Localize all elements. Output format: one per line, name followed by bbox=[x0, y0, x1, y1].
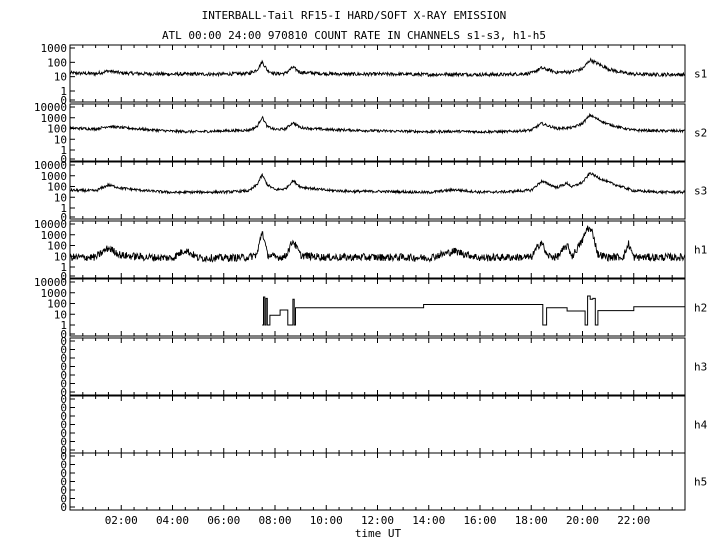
y-tick-label-s3: 1 bbox=[60, 202, 67, 215]
y-tick-label-s3: 100 bbox=[47, 181, 67, 194]
y-tick-label-h4: 0 bbox=[60, 419, 67, 432]
y-tick-label-s2: 1000 bbox=[41, 112, 68, 125]
y-tick-label-h2: 100 bbox=[47, 298, 67, 311]
x-tick-label: 16:00 bbox=[463, 514, 496, 527]
y-tick-label-s3: 10000 bbox=[34, 159, 67, 172]
y-tick-label-h1: 1000 bbox=[41, 229, 68, 242]
y-tick-label-s1: 10 bbox=[54, 71, 67, 84]
y-tick-label-h1: 0 bbox=[60, 270, 67, 283]
y-tick-label-h3: 0 bbox=[60, 369, 67, 382]
chart-subtitle: ATL 00:00 24:00 970810 COUNT RATE IN CHA… bbox=[162, 29, 546, 42]
series-line-s3 bbox=[69, 172, 686, 196]
x-tick-label: 20:00 bbox=[566, 514, 599, 527]
y-tick-label-h5: 0 bbox=[60, 493, 67, 506]
y-tick-label-h5: 0 bbox=[60, 459, 67, 472]
panel-label-s1: s1 bbox=[694, 68, 707, 81]
y-tick-label-h3: 0 bbox=[60, 335, 67, 348]
y-tick-label-h2: 10 bbox=[54, 308, 67, 321]
x-tick-label: 18:00 bbox=[515, 514, 548, 527]
y-tick-label-h3: 0 bbox=[60, 378, 67, 391]
panel-label-h2: h2 bbox=[694, 302, 707, 315]
y-tick-label-h1: 10000 bbox=[34, 218, 67, 231]
panel-frame-h3 bbox=[69, 337, 686, 396]
y-tick-label-s2: 0 bbox=[60, 153, 67, 166]
y-tick-label-s2: 10000 bbox=[34, 101, 67, 114]
y-tick-label-s2: 1 bbox=[60, 144, 67, 157]
panel-frame-h1 bbox=[69, 220, 686, 279]
panel-label-h1: h1 bbox=[694, 244, 707, 257]
y-tick-label-h4: 0 bbox=[60, 410, 67, 423]
y-tick-label-h2: 0 bbox=[60, 328, 67, 341]
panel-label-s3: s3 bbox=[694, 185, 707, 198]
series-line-s1 bbox=[69, 57, 686, 78]
y-tick-label-s2: 10 bbox=[54, 133, 67, 146]
panel-label-h3: h3 bbox=[694, 361, 707, 374]
x-tick-label: 06:00 bbox=[207, 514, 240, 527]
x-tick-label: 12:00 bbox=[361, 514, 394, 527]
x-tick-label: 14:00 bbox=[412, 514, 445, 527]
y-tick-label-h2: 10000 bbox=[34, 276, 67, 289]
y-tick-label-h1: 100 bbox=[47, 240, 67, 253]
y-tick-label-h1: 1 bbox=[60, 261, 67, 274]
series-line-h2 bbox=[262, 295, 685, 326]
y-tick-label-h4: 0 bbox=[60, 427, 67, 440]
y-tick-label-h1: 10 bbox=[54, 250, 67, 263]
panels-group: s110001001010s21000010001001010s31000010… bbox=[34, 42, 708, 514]
y-tick-label-h5: 0 bbox=[60, 450, 67, 463]
y-tick-label-s1: 100 bbox=[47, 56, 67, 69]
y-tick-label-h5: 0 bbox=[60, 467, 67, 480]
y-tick-label-s3: 0 bbox=[60, 211, 67, 224]
chart-title: INTERBALL-Tail RF15-I HARD/SOFT X-RAY EM… bbox=[202, 9, 507, 22]
panel-frame-s3 bbox=[69, 161, 686, 220]
x-axis: 02:00 04:00 06:00 08:00 10:00 12:00 14:00 16:00… bbox=[105, 514, 651, 527]
x-tick-label: 08:00 bbox=[258, 514, 291, 527]
x-tick-label: 10:00 bbox=[310, 514, 343, 527]
y-tick-label-h3: 0 bbox=[60, 344, 67, 357]
y-tick-label-h3: 0 bbox=[60, 386, 67, 399]
x-tick-label: 22:00 bbox=[617, 514, 650, 527]
y-tick-label-h2: 1 bbox=[60, 319, 67, 332]
panel-frame-h4 bbox=[69, 395, 686, 454]
y-tick-label-s3: 1000 bbox=[41, 170, 68, 183]
x-axis-title: time UT bbox=[355, 527, 402, 540]
y-tick-label-s1: 1 bbox=[60, 85, 67, 98]
series-line-h1 bbox=[69, 225, 686, 263]
y-tick-label-h4: 0 bbox=[60, 402, 67, 415]
y-tick-label-s1: 1000 bbox=[41, 42, 68, 55]
y-tick-label-s3: 10 bbox=[54, 191, 67, 204]
x-tick-label: 02:00 bbox=[105, 514, 138, 527]
y-tick-label-h2: 1000 bbox=[41, 287, 68, 300]
y-tick-label-h4: 0 bbox=[60, 436, 67, 449]
panel-label-h4: h4 bbox=[694, 419, 708, 432]
panel-frame-h5 bbox=[69, 452, 686, 511]
x-tick-label: 04:00 bbox=[156, 514, 189, 527]
series-line-s2 bbox=[69, 112, 686, 135]
panel-label-s2: s2 bbox=[694, 127, 707, 140]
y-tick-label-s1: 0 bbox=[60, 94, 67, 107]
y-tick-label-h5: 0 bbox=[60, 501, 67, 514]
y-tick-label-h3: 0 bbox=[60, 361, 67, 374]
y-tick-label-h5: 0 bbox=[60, 484, 67, 497]
y-tick-label-h4: 0 bbox=[60, 444, 67, 457]
panel-label-h5: h5 bbox=[694, 476, 707, 489]
y-tick-label-s2: 100 bbox=[47, 123, 67, 136]
y-tick-label-h5: 0 bbox=[60, 476, 67, 489]
y-tick-label-h3: 0 bbox=[60, 352, 67, 365]
y-tick-label-h4: 0 bbox=[60, 393, 67, 406]
